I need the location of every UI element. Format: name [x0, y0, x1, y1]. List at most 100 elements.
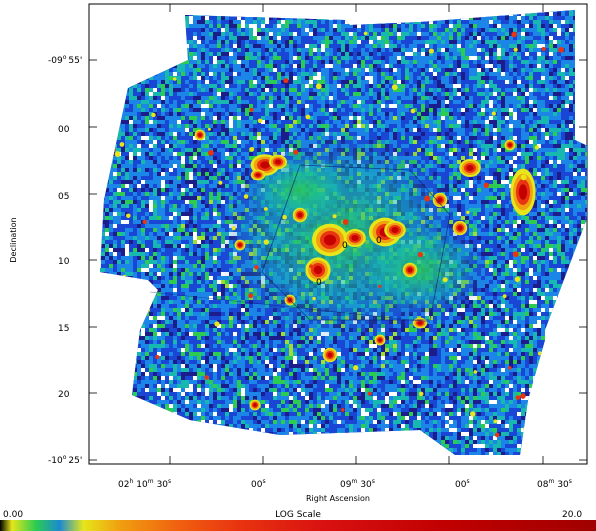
point-source [234, 239, 246, 251]
x-tick-label: 00s [251, 478, 266, 490]
faint-source [391, 84, 398, 91]
x-tick-label: 00s [455, 478, 470, 490]
axis-ticks [89, 4, 587, 464]
faint-source [204, 375, 210, 380]
faint-source [502, 294, 507, 299]
faint-source [126, 213, 131, 218]
faint-source [466, 210, 470, 215]
contour-label: 0 [376, 236, 382, 246]
faint-source [172, 77, 177, 81]
faint-source [483, 182, 490, 189]
faint-source [520, 393, 526, 399]
faint-source [511, 31, 517, 38]
faint-source [263, 239, 270, 245]
point-source [510, 168, 536, 216]
x-tick-labels: 02h 10m 30s 00s 09m 30s 00s 08m 30s [118, 478, 572, 490]
faint-source [352, 365, 359, 371]
point-source [305, 257, 331, 283]
faint-source [515, 395, 521, 400]
faint-source [305, 114, 311, 120]
faint-source [363, 31, 368, 36]
faint-source [218, 180, 223, 185]
point-source [504, 139, 516, 151]
y-tick-label: 05 [58, 192, 69, 202]
faint-source [417, 252, 423, 258]
y-tick-label: 20 [58, 390, 70, 400]
faint-source [254, 265, 259, 270]
faint-source [151, 112, 156, 118]
point-source [402, 262, 418, 278]
faint-source [520, 174, 527, 181]
faint-source [442, 277, 448, 283]
point-source [269, 154, 287, 170]
faint-source [249, 146, 255, 152]
faint-source [512, 251, 519, 258]
point-source [452, 220, 468, 236]
faint-source [263, 207, 268, 211]
colorbar-max-label: 20.0 [562, 510, 582, 520]
colorbar [0, 520, 596, 531]
pointing-outline [261, 164, 451, 321]
faint-source [493, 419, 498, 424]
faint-source [282, 214, 287, 220]
faint-source [243, 194, 249, 199]
faint-source [231, 226, 236, 231]
y-tick-label: 10 [58, 257, 70, 267]
point-source [432, 192, 448, 208]
faint-source [428, 48, 434, 54]
point-source [322, 347, 338, 363]
faint-source [558, 46, 564, 53]
y-tick-label: 00 [58, 125, 70, 135]
point-source [459, 159, 481, 177]
point-source [249, 399, 261, 411]
point-source [412, 317, 428, 329]
x-tick-label: 09m 30s [340, 478, 375, 490]
y-axis-title: Declination [9, 217, 18, 262]
faint-source [424, 195, 431, 202]
contour-label: 0 [316, 278, 322, 288]
faint-source [340, 408, 345, 412]
point-source [344, 229, 366, 247]
faint-source [342, 219, 349, 225]
faint-source [367, 391, 372, 396]
image-mosaic [100, 10, 587, 455]
faint-source [142, 219, 147, 225]
y-tick-label: -09o 55' [48, 54, 82, 66]
faint-source [537, 351, 542, 356]
x-tick-label: 08m 30s [537, 478, 572, 490]
y-tick-labels: -09o 55' 00 05 10 15 20 -10o 25' [48, 54, 82, 466]
faint-source [119, 142, 125, 147]
faint-source [507, 365, 512, 370]
faint-source [470, 411, 476, 417]
faint-source [283, 78, 289, 84]
faint-source [293, 149, 299, 155]
faint-source [315, 83, 322, 90]
point-source [292, 207, 308, 223]
contour-label: 0 [342, 241, 348, 251]
point-source [312, 223, 348, 257]
faint-source [207, 127, 211, 131]
colorbar-min-label: 0.00 [3, 510, 23, 520]
point-source [384, 221, 406, 239]
faint-source [514, 276, 521, 283]
faint-source [155, 355, 160, 360]
faint-source [378, 284, 382, 288]
faint-source [541, 46, 546, 52]
faint-source [494, 432, 500, 438]
faint-source [410, 108, 416, 114]
y-tick-label: -10o 25' [48, 454, 82, 466]
point-source [374, 334, 386, 346]
faint-source [257, 118, 263, 124]
faint-source [214, 321, 220, 327]
faint-source [248, 293, 254, 299]
x-tick-label: 02h 10m 30s [118, 478, 171, 490]
faint-source [208, 150, 214, 156]
faint-source [309, 264, 313, 268]
faint-source [491, 111, 496, 116]
faint-source [473, 370, 478, 374]
point-source [250, 169, 266, 181]
x-axis-title: Right Ascension [306, 494, 370, 503]
faint-source [418, 391, 424, 397]
faint-source [534, 145, 540, 150]
